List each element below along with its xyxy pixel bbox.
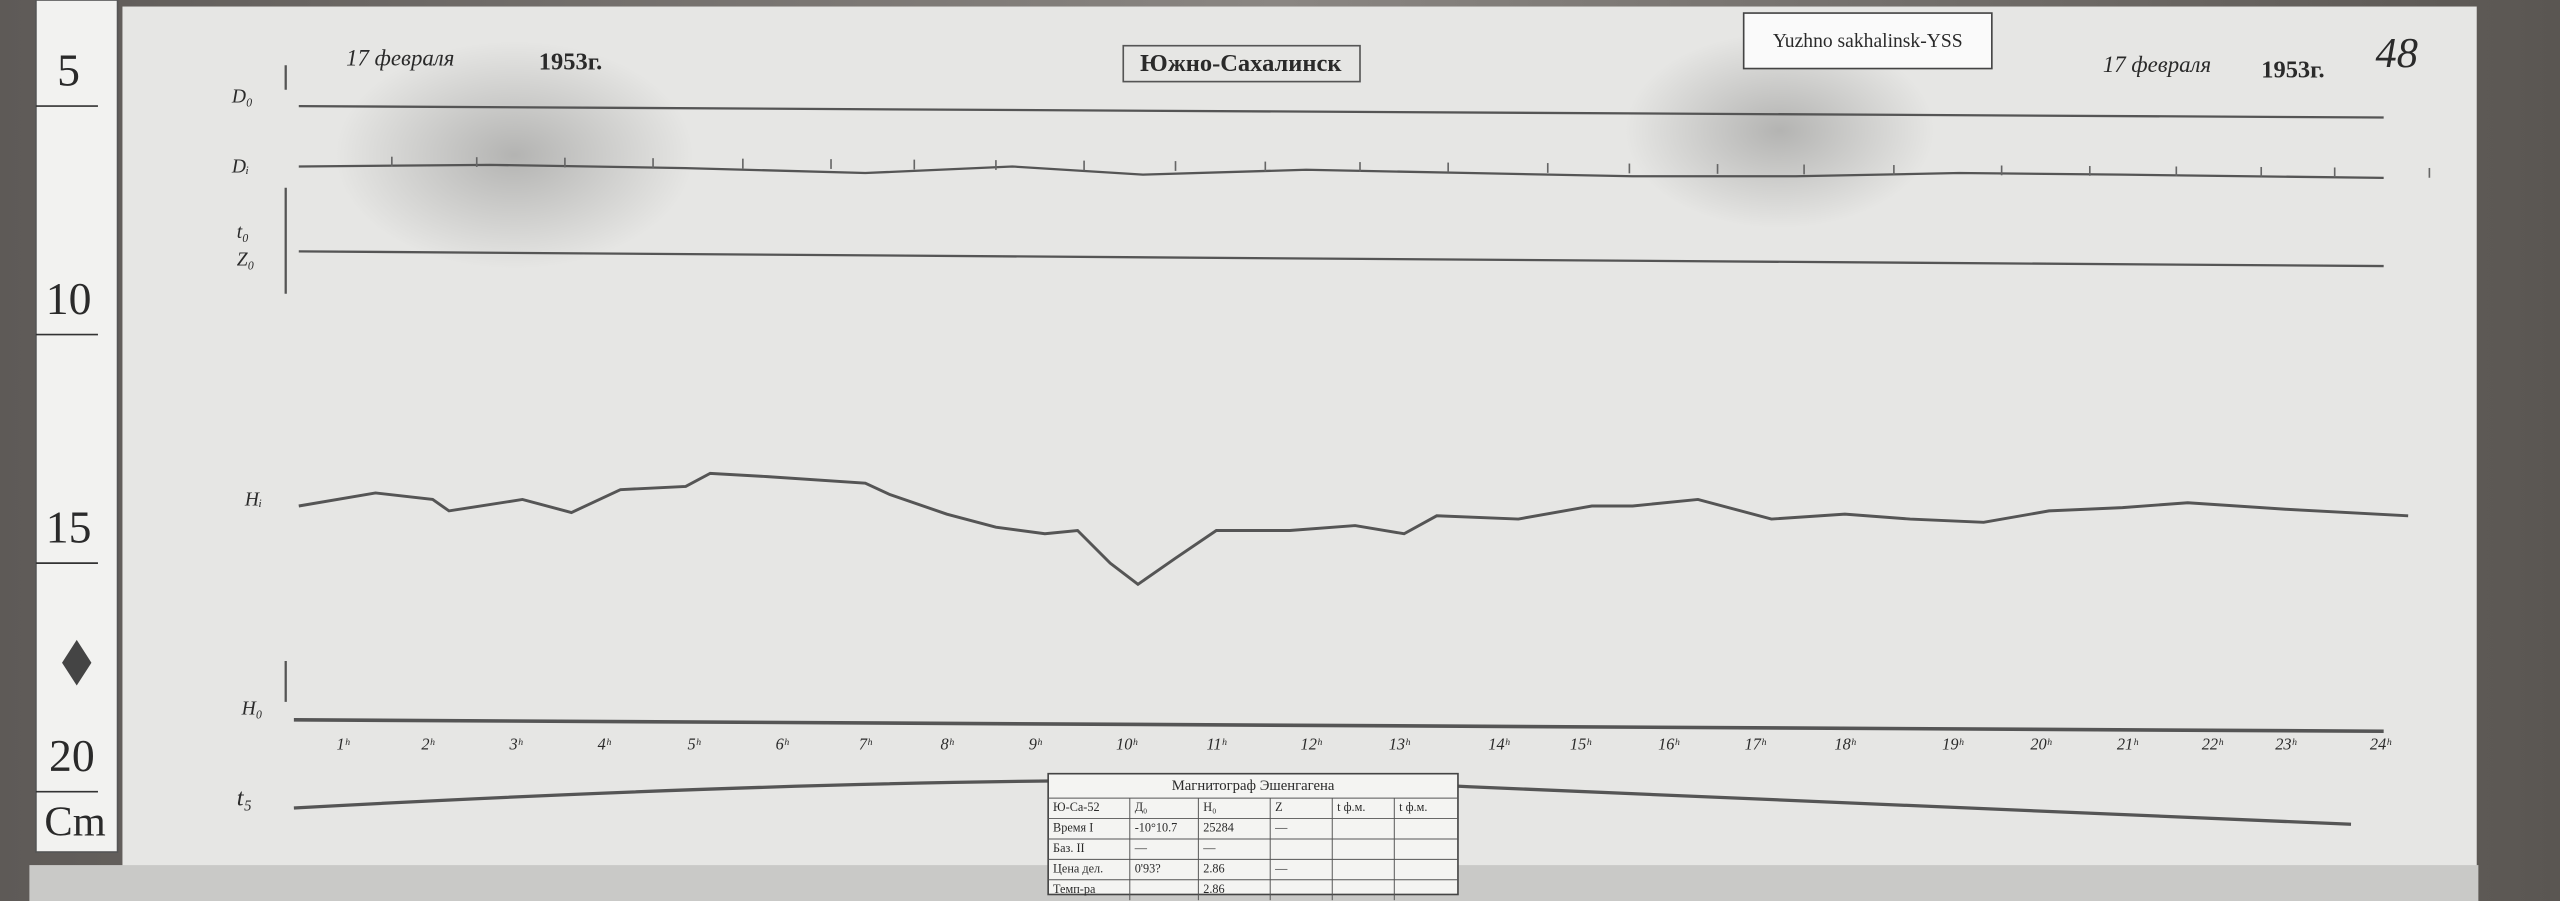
ruler-mark: 5 (57, 45, 80, 96)
trace-label: H₀ (241, 699, 263, 720)
hour-label: 24ʰ (2370, 735, 2392, 754)
ruler-mark: 15 (46, 502, 92, 553)
hour-label: 11ʰ (1206, 735, 1227, 754)
table-cell: 2.86 (1203, 882, 1224, 896)
ruler-ticks (35, 105, 98, 793)
table-cell: Баз. II (1053, 841, 1085, 855)
sheet-number: 48 (2376, 30, 2418, 77)
table-header: t ф.м. (1399, 800, 1427, 814)
table-cell: — (1274, 861, 1288, 875)
hour-label: 12ʰ (1301, 735, 1323, 754)
station-box (1122, 44, 1361, 83)
trace-label: Z₀ (237, 250, 255, 271)
table-cell: — (1274, 821, 1288, 835)
table-cell: — (1202, 841, 1216, 855)
hour-label: 18ʰ (1834, 735, 1856, 754)
hour-label: 19ʰ (1942, 735, 1964, 754)
ruler-marker (62, 639, 92, 686)
hour-label: 8ʰ (941, 735, 955, 754)
table-header: Z (1275, 800, 1282, 814)
hour-label: 14ʰ (1488, 735, 1510, 754)
ruler-mark: 10 (46, 273, 92, 324)
table-header: t ф.м. (1337, 800, 1365, 814)
tag-text: Yuzhno sakhalinsk-YSS (1773, 31, 1963, 52)
hour-label: 23ʰ (2275, 735, 2297, 754)
ruler-unit: Cm (44, 799, 105, 846)
trace-label: D₀ (231, 86, 253, 107)
trace-label: t₀ (237, 222, 249, 243)
table-cell: Время I (1053, 821, 1093, 835)
hour-label: 22ʰ (2202, 735, 2224, 754)
table-cell: — (1134, 841, 1148, 855)
trace-label: Hᵢ (244, 490, 262, 511)
hour-label: 21ʰ (2117, 735, 2139, 754)
ruler (35, 0, 119, 853)
table-cell: 0'93? (1135, 861, 1161, 875)
table-cell: 25284 (1203, 821, 1234, 835)
hour-label: 3ʰ (509, 735, 524, 754)
table-header: Ю-Са-52 (1053, 800, 1100, 814)
year-right: 1953г. (2261, 56, 2324, 83)
table-cell: 2.86 (1203, 861, 1224, 875)
hour-label: 9ʰ (1029, 735, 1043, 754)
hour-label: 6ʰ (776, 735, 790, 754)
shadow (1624, 32, 1935, 229)
trace-labels: D₀ Dᵢ t₀ Z₀ Hᵢ H₀ t₅ (231, 86, 263, 811)
table-header: H₀ (1203, 800, 1216, 814)
shadow (334, 40, 694, 270)
hour-label: 15ʰ (1570, 735, 1592, 754)
hour-label: 5ʰ (687, 735, 701, 754)
hour-label: 2ʰ (421, 735, 435, 754)
hour-label: 17ʰ (1745, 735, 1767, 754)
year-left: 1953г. (539, 48, 602, 75)
table-header: Д₀ (1135, 800, 1148, 814)
ruler-mark: 20 (49, 730, 95, 781)
hour-label: 1ʰ (336, 735, 350, 754)
table-frame (1047, 772, 1459, 896)
table-cell: Цена дел. (1053, 861, 1103, 875)
station: Южно-Сахалинск (1140, 50, 1342, 77)
hour-label: 13ʰ (1389, 735, 1411, 754)
table-cell: Темп-ра (1053, 882, 1096, 896)
hour-label: 20ʰ (2030, 735, 2052, 754)
hour-labels: 1ʰ 2ʰ 3ʰ 4ʰ 5ʰ 6ʰ 7ʰ 8ʰ 9ʰ 10ʰ 11ʰ 12ʰ 13ʰ 14ʰ 15ʰ 16ʰ 1… (336, 156, 2431, 754)
hour-label: 10ʰ (1116, 735, 1138, 754)
trace-label: Dᵢ (231, 157, 249, 178)
trace-label: t₅ (237, 784, 252, 811)
table-title: Магнитограф Эшенгагена (1172, 778, 1335, 794)
tag (1742, 12, 1993, 70)
traces (284, 65, 2409, 826)
table-cell: -10°10.7 (1135, 821, 1178, 835)
date-left: 17 февраля (346, 46, 454, 71)
hour-label: 16ʰ (1658, 735, 1680, 754)
hour-label: 4ʰ (598, 735, 612, 754)
date-right: 17 февраля (2103, 52, 2211, 77)
hour-label: 7ʰ (859, 735, 873, 754)
